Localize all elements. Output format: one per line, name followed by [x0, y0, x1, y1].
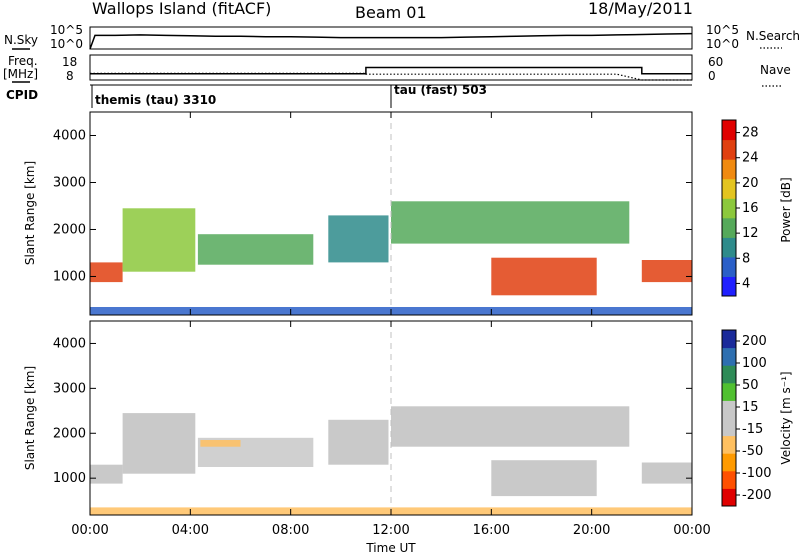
nave-tick-top: 60 — [708, 55, 723, 69]
velocity-colorbar-frame — [721, 329, 737, 507]
xtick-label-5: 16:00 — [473, 523, 510, 538]
freq-tick-top: 18 — [62, 55, 77, 69]
xtick-label-4: 12:00 — [372, 523, 409, 538]
velocity-colorbar-segment-2 — [722, 470, 736, 489]
velocity-colorbar-segment-9 — [722, 347, 736, 366]
date-title: 18/May/2011 — [588, 0, 693, 18]
xtick-label-1: 00:00 — [71, 523, 108, 538]
freq-label-1: Freq. — [8, 54, 38, 68]
scatter-region-8 — [641, 462, 692, 484]
scatter-region-1 — [90, 262, 123, 283]
power-colorbar-segment-9 — [722, 120, 736, 141]
power-colorbar-label-2: 24 — [742, 151, 759, 166]
scatter-region-4 — [328, 215, 389, 263]
velocity-colorbar-segment-8 — [722, 365, 736, 384]
nave-tick-bottom: 0 — [708, 69, 716, 83]
freq-tick-bottom: 8 — [66, 69, 74, 83]
nsky-tick-bottom-right: 10^0 — [706, 37, 739, 51]
power-colorbar-label-3: 20 — [742, 176, 759, 191]
velocity-colorbar-label: Velocity [m s⁻¹] — [779, 371, 793, 464]
scatter-region-3 — [197, 234, 314, 265]
scatter-region-2 — [122, 413, 196, 474]
nsky-tick-top-right: 10^5 — [706, 23, 739, 37]
power-colorbar-label-7: 4 — [742, 276, 750, 291]
velocity-colorbar-segment-4 — [722, 435, 736, 454]
power-ytick-label-3: 3000 — [53, 175, 86, 190]
freq-label-2: [MHz] — [3, 67, 38, 81]
velocity-colorbar-segment-7 — [722, 382, 736, 401]
power-colorbar-label-5: 12 — [742, 226, 759, 241]
nsky-tick-bottom-left: 10^0 — [50, 37, 83, 51]
time-axis-label: Time UT — [365, 541, 416, 554]
power-colorbar-label-6: 8 — [742, 251, 750, 266]
power-colorbar-segment-5 — [722, 198, 736, 219]
velocity-colorbar-segment-1 — [722, 488, 736, 507]
velocity-colorbar-segment-3 — [722, 453, 736, 472]
velocity-ytick-label-4: 4000 — [53, 336, 86, 351]
velocity-colorbar-label-1: 200 — [742, 334, 767, 349]
velocity-colorbar-segment-5 — [722, 418, 736, 437]
velocity-colorbar-label-4: 15 — [742, 400, 759, 415]
cpid-label: CPID — [6, 88, 38, 102]
nsky-series-line — [89, 32, 693, 50]
xtick-label-3: 08:00 — [272, 523, 309, 538]
power-colorbar-segment-6 — [722, 178, 736, 199]
scatter-region-4 — [200, 440, 241, 447]
power-colorbar: 28 24 20 16 12 8 4 — [721, 119, 759, 297]
scatter-region-6 — [391, 406, 630, 447]
velocity-colorbar-segment-10 — [722, 330, 736, 349]
scatter-region-1 — [90, 464, 123, 484]
velocity-colorbar-label-3: 50 — [742, 378, 759, 393]
velocity-ytick-label-1: 1000 — [53, 471, 86, 486]
power-ytick-label-2: 2000 — [53, 222, 86, 237]
scatter-region-7 — [641, 260, 692, 283]
time-axis-ticks: 00:00 04:00 08:00 12:00 16:00 20:00 00:00 — [71, 112, 711, 538]
nsky-tick-top-left: 10^5 — [50, 23, 83, 37]
power-colorbar-label: Power [dB] — [779, 177, 793, 242]
velocity-colorbar-label-5: -15 — [742, 422, 763, 437]
velocity-ytick-label-3: 3000 — [53, 381, 86, 396]
power-ylabel: Slant Range [km] — [23, 161, 37, 265]
power-colorbar-segment-2 — [722, 256, 736, 277]
power-colorbar-segment-3 — [722, 237, 736, 258]
velocity-y-ticks: 1000 2000 3000 4000 — [53, 336, 692, 486]
power-colorbar-label-1: 28 — [742, 126, 759, 141]
freq-panel-frame — [89, 54, 693, 81]
nsky-label: N.Sky — [4, 33, 38, 47]
cpid-segment-2: tau (fast) 503 — [394, 83, 487, 97]
velocity-colorbar-segment-6 — [722, 400, 736, 419]
scatter-region-7 — [491, 460, 597, 497]
cpid-segment-1: themis (tau) 3310 — [95, 93, 216, 107]
velocity-ylabel: Slant Range [km] — [23, 366, 37, 470]
site-title: Wallops Island (fitACF) — [92, 0, 271, 18]
xtick-label-6: 20:00 — [573, 523, 610, 538]
velocity-colorbar-label-2: 100 — [742, 356, 767, 371]
velocity-colorbar-label-8: -200 — [742, 488, 772, 503]
velocity-ytick-label-2: 2000 — [53, 426, 86, 441]
velocity-colorbar-label-7: -100 — [742, 466, 772, 481]
nsearch-label: N.Search — [746, 29, 800, 43]
xtick-label-7: 00:00 — [673, 523, 710, 538]
power-colorbar-segment-1 — [722, 276, 736, 297]
freq-series-line — [90, 66, 692, 75]
power-colorbar-segment-7 — [722, 159, 736, 180]
scatter-region-6 — [491, 257, 597, 296]
beam-title: Beam 01 — [355, 3, 427, 22]
power-colorbar-segment-4 — [722, 217, 736, 238]
velocity-colorbar: 200 100 50 15 -15 -50 -100 -200 — [721, 329, 772, 507]
power-ytick-label-1: 1000 — [53, 269, 86, 284]
power-colorbar-label-4: 16 — [742, 201, 759, 216]
power-ytick-label-4: 4000 — [53, 128, 86, 143]
velocity-colorbar-label-6: -50 — [742, 444, 763, 459]
nave-label: Nave — [760, 63, 791, 77]
scatter-region-2 — [122, 208, 196, 272]
power-y-ticks: 1000 2000 3000 4000 — [53, 128, 692, 284]
scatter-region-5 — [391, 201, 630, 244]
power-colorbar-segment-8 — [722, 139, 736, 160]
nsky-panel-frame — [89, 26, 693, 50]
xtick-label-2: 04:00 — [172, 523, 209, 538]
scatter-region-5 — [328, 419, 389, 465]
